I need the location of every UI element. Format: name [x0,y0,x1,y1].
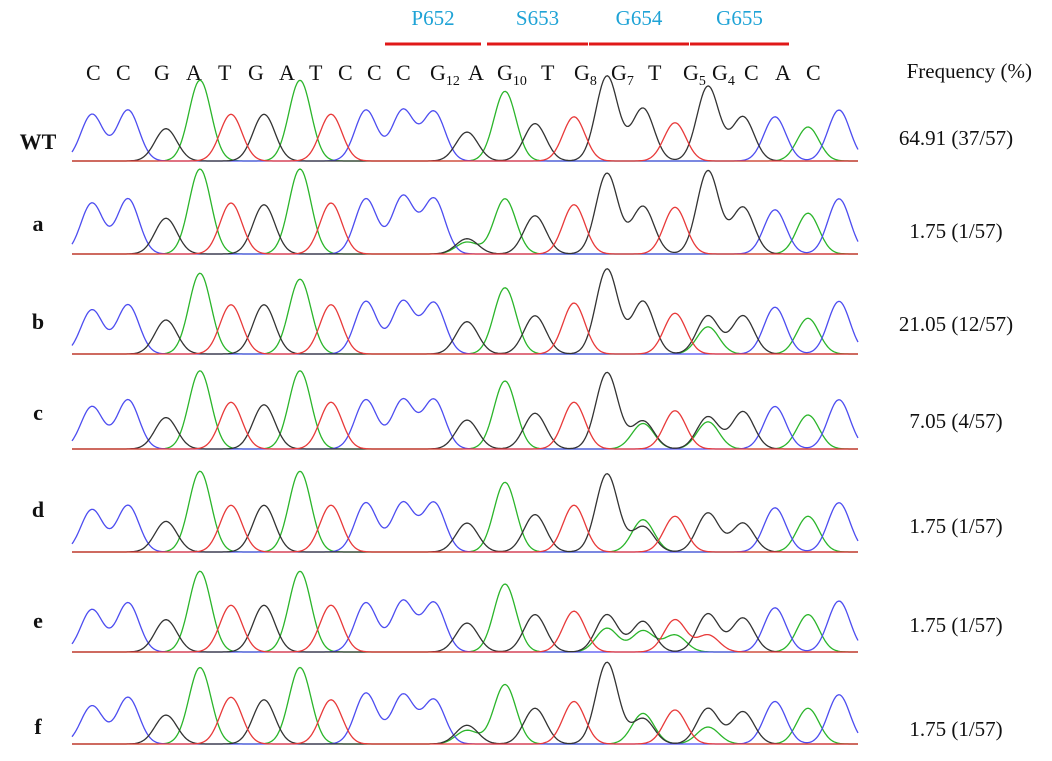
trace-rows: WT 64.91 (37/57) a 1.75 (1/57) b 21.05 (12/57… [20,75,1013,745]
sequence-base: G4 [712,60,735,89]
sequence-base: C [396,60,411,85]
frequency-header: Frequency (%) [907,59,1032,83]
trace-C-channel [71,599,859,653]
sequence-base: T [541,60,555,85]
codon-label: G655 [716,6,763,30]
row-frequency: 1.75 (1/57) [909,514,1002,538]
sequence-base: A [186,60,202,85]
trace-C-channel [71,692,859,745]
codon-label: S653 [516,6,559,30]
trace-A-channel [72,168,858,255]
row-label: c [33,400,43,425]
sequence-base: C [367,60,382,85]
codon-label: P652 [411,6,454,30]
sequence-base: A [279,60,295,85]
trace-row: WT 64.91 (37/57) [20,75,1013,162]
sequence-base: G8 [574,60,597,89]
row-frequency: 1.75 (1/57) [909,219,1002,243]
trace-row: e 1.75 (1/57) [33,570,1003,653]
row-frequency: 1.75 (1/57) [909,613,1002,637]
sequence-base: C [338,60,353,85]
trace-C-channel [71,299,859,355]
trace-G-channel [72,604,858,653]
trace-row: a 1.75 (1/57) [33,168,1003,255]
trace-G-channel [72,75,858,162]
sequence-base: C [116,60,131,85]
row-label: b [32,309,44,334]
codon-label: G654 [616,6,663,30]
trace-G-channel [72,371,858,450]
trace-C-channel [71,194,859,255]
trace-G-channel [72,473,858,553]
trace-row: d 1.75 (1/57) [32,470,1003,553]
sequence-base: G [248,60,264,85]
trace-G-channel [72,268,858,355]
sequence-base: C [806,60,821,85]
sequence-base: G10 [497,60,527,89]
sequence-base: T [218,60,232,85]
trace-T-channel [72,504,858,553]
sequence-base: G [154,60,170,85]
trace-row: f 1.75 (1/57) [34,661,1003,745]
trace-C-channel [71,500,859,553]
row-label: a [33,211,44,236]
row-label: e [33,608,43,633]
trace-C-channel [71,397,859,450]
trace-T-channel [72,696,858,745]
row-label: d [32,497,44,522]
sequence-base: A [775,60,791,85]
trace-row: c 7.05 (4/57) [33,370,1003,450]
trace-A-channel [72,272,858,355]
trace-row: b 21.05 (12/57) [32,268,1013,355]
trace-T-channel [72,401,858,450]
sequence-base: T [648,60,662,85]
trace-T-channel [72,202,858,255]
sequence-base: G7 [611,60,634,89]
sequence-base: A [468,60,484,85]
trace-A-channel [72,370,858,450]
row-frequency: 1.75 (1/57) [909,717,1002,741]
trace-T-channel [72,113,858,162]
row-frequency: 7.05 (4/57) [909,409,1002,433]
row-frequency: 21.05 (12/57) [899,312,1013,336]
sequence-base: T [309,60,323,85]
trace-A-channel [72,470,858,553]
trace-G-channel [72,169,858,255]
trace-A-channel [72,79,858,162]
trace-G-channel [72,661,858,745]
sequence-base: C [744,60,759,85]
base-sequence: C C G A T G A T C C C G12 A G10 T G8 G7 T G5 G4 C A C [86,60,821,89]
sequence-base: C [86,60,101,85]
sequence-base: G5 [683,60,706,89]
sequence-base: G12 [430,60,460,89]
codon-annotations: P652 S653 G654 G655 [385,6,789,46]
trace-T-channel [72,302,858,355]
trace-A-channel [72,666,858,745]
row-label: WT [20,129,57,154]
trace-T-channel [72,604,858,653]
row-frequency: 64.91 (37/57) [899,126,1013,150]
row-label: f [34,714,42,739]
trace-A-channel [72,570,858,653]
